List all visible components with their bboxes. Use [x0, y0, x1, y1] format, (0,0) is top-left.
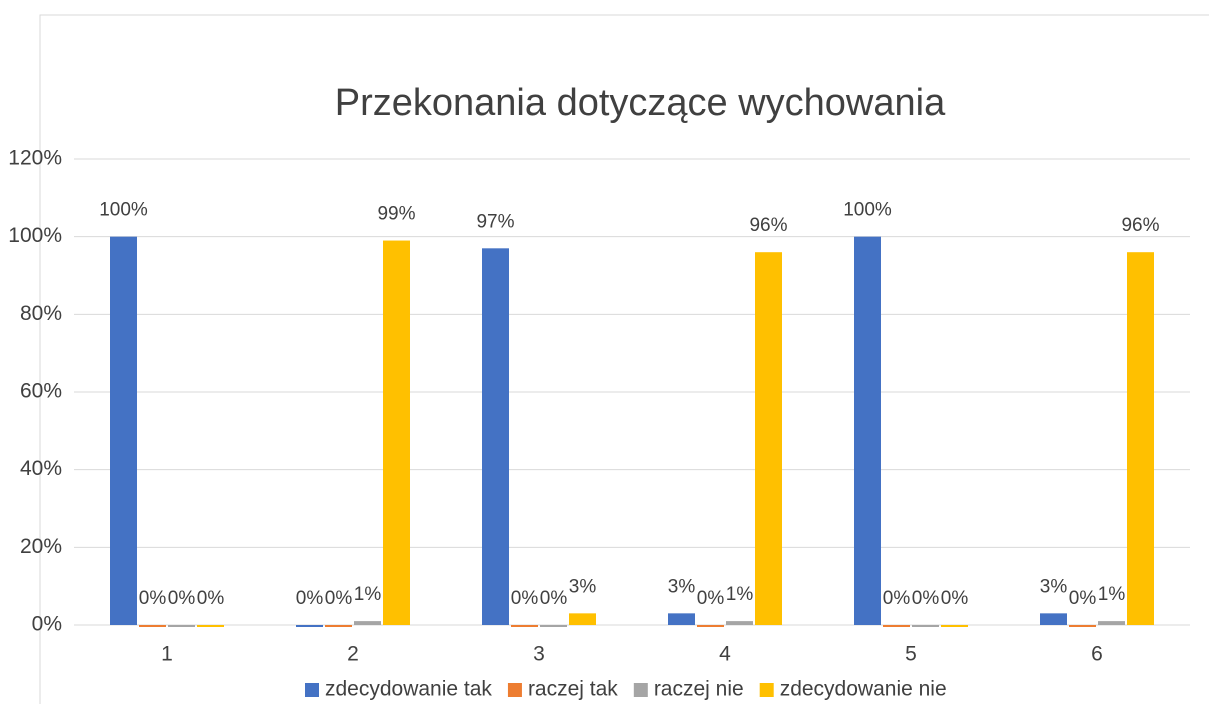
legend-swatch: [305, 683, 319, 697]
value-label: 96%: [749, 215, 787, 236]
value-label: 0%: [912, 588, 940, 609]
bar: [139, 625, 166, 627]
bar: [168, 625, 195, 627]
y-tick-label: 80%: [20, 302, 62, 325]
legend-label: zdecydowanie nie: [780, 678, 947, 701]
y-tick-label: 100%: [8, 224, 62, 247]
value-label: 100%: [99, 200, 148, 221]
x-tick-label: 5: [905, 643, 917, 666]
legend-swatch: [759, 683, 774, 697]
value-label: 97%: [476, 211, 514, 232]
y-tick-label: 20%: [20, 535, 62, 558]
bar: [110, 236, 137, 625]
value-label: 1%: [726, 584, 754, 605]
value-label: 3%: [668, 576, 696, 597]
bar: [883, 625, 910, 627]
x-tick-label: 6: [1091, 643, 1103, 666]
value-label: 99%: [377, 204, 415, 225]
bar: [668, 613, 695, 625]
legend-label: raczej nie: [654, 678, 744, 701]
bar: [354, 621, 381, 625]
y-tick-label: 40%: [20, 457, 62, 480]
x-tick-label: 2: [347, 643, 359, 666]
bar: [1069, 625, 1096, 627]
bar: [296, 625, 323, 627]
chart-border: [39, 14, 1209, 704]
bar: [854, 236, 881, 625]
value-label: 0%: [697, 588, 725, 609]
x-tick-label: 3: [533, 643, 545, 666]
value-label: 0%: [139, 588, 167, 609]
value-label: 1%: [1098, 584, 1126, 605]
bar: [726, 621, 753, 625]
bar: [540, 625, 567, 627]
value-label: 0%: [325, 588, 353, 609]
bar: [325, 625, 352, 627]
legend-swatch: [633, 683, 648, 697]
value-label: 100%: [843, 200, 892, 221]
value-label: 0%: [540, 588, 568, 609]
value-label: 96%: [1121, 215, 1159, 236]
legend-label: raczej tak: [528, 678, 618, 701]
x-tick-label: 4: [719, 643, 731, 666]
y-tick-label: 120%: [8, 147, 62, 170]
bar: [482, 248, 509, 626]
value-label: 3%: [1040, 576, 1068, 597]
y-tick-label: 0%: [32, 613, 62, 636]
bar: [1127, 252, 1154, 625]
value-label: 0%: [296, 588, 324, 609]
bar: [1040, 613, 1067, 625]
x-tick-label: 1: [161, 643, 173, 666]
value-label: 0%: [511, 588, 539, 609]
bar: [697, 625, 724, 627]
value-label: 0%: [941, 588, 969, 609]
legend-swatch: [507, 683, 522, 697]
value-label: 0%: [168, 588, 196, 609]
chart-title: Przekonania dotyczące wychowania: [335, 82, 946, 124]
bar: [1098, 621, 1125, 625]
bar: [941, 625, 968, 627]
bar: [912, 625, 939, 627]
bar: [511, 625, 538, 627]
bar: [383, 240, 410, 626]
value-label: 0%: [883, 588, 911, 609]
value-label: 3%: [569, 576, 597, 597]
bar: [755, 252, 782, 625]
value-label: 1%: [354, 584, 382, 605]
legend-label: zdecydowanie tak: [325, 678, 492, 701]
bar: [197, 625, 224, 627]
bar: [569, 613, 596, 625]
value-label: 0%: [197, 588, 225, 609]
y-tick-label: 60%: [20, 380, 62, 403]
value-label: 0%: [1069, 588, 1097, 609]
